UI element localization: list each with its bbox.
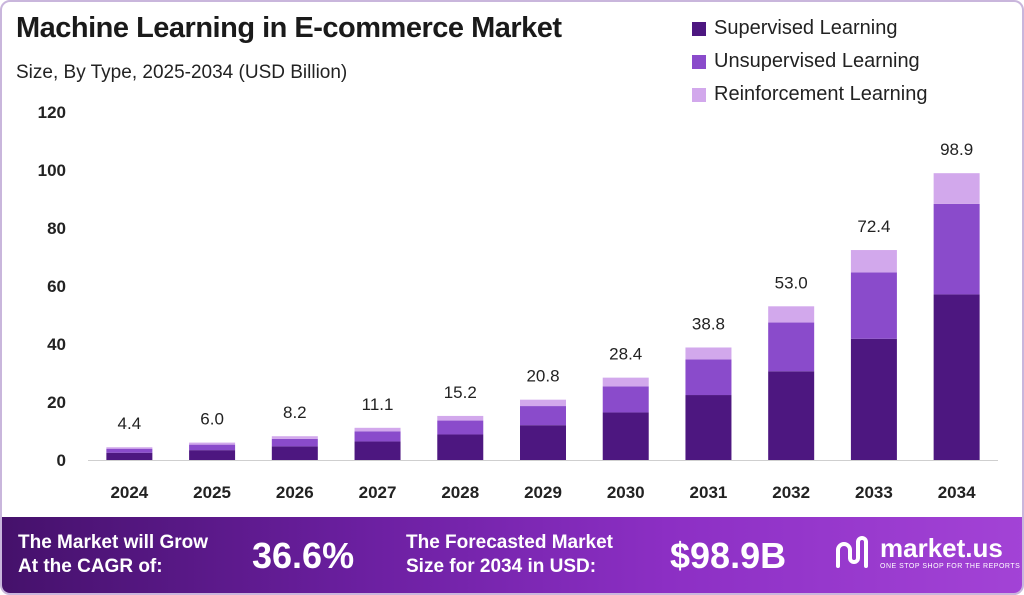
legend-label-supervised: Supervised Learning bbox=[714, 17, 898, 39]
legend-label-unsupervised: Unsupervised Learning bbox=[714, 50, 920, 72]
bar-segment-reinforcement bbox=[933, 173, 980, 204]
chart-title: Machine Learning in E-commerce Market bbox=[16, 12, 562, 44]
bar-segment-unsupervised bbox=[602, 386, 649, 413]
bar-segment-supervised bbox=[106, 452, 153, 460]
bar-total-label: 38.8 bbox=[692, 314, 725, 333]
bar-total-label: 11.1 bbox=[362, 395, 394, 414]
brand-text: market.us ONE STOP SHOP FOR THE REPORTS bbox=[880, 535, 1020, 570]
forecast-label-line-1: The Forecasted Market bbox=[406, 532, 613, 553]
bar-segment-supervised bbox=[437, 434, 484, 460]
brand-name: market.us bbox=[880, 533, 1003, 563]
bar-segment-supervised bbox=[520, 425, 566, 460]
bar-total-label: 98.9 bbox=[940, 140, 973, 159]
bar-segment-unsupervised bbox=[437, 420, 484, 435]
x-tick-label: 2027 bbox=[359, 483, 397, 502]
x-tick-label: 2031 bbox=[690, 483, 728, 502]
x-tick-label: 2026 bbox=[276, 483, 314, 502]
cagr-label-line-2: At the CAGR of: bbox=[18, 556, 163, 577]
bar-total-label: 15.2 bbox=[444, 383, 477, 402]
legend-swatch-reinforcement bbox=[692, 87, 706, 102]
bar-segment-reinforcement bbox=[437, 415, 484, 421]
bar-segment-unsupervised bbox=[271, 438, 318, 447]
x-tick-label: 2030 bbox=[607, 483, 645, 502]
bar-segment-unsupervised bbox=[933, 203, 980, 295]
market-us-logo-icon bbox=[836, 535, 868, 568]
bar-segment-supervised bbox=[768, 371, 815, 460]
bar-segment-supervised bbox=[850, 338, 897, 460]
bar-total-label: 20.8 bbox=[526, 367, 559, 386]
stacked-bar-chart: 0 20 40 60 80 100 120 4.4 2024 6.0 2025 8.2 2026 11.1… bbox=[38, 103, 998, 502]
y-tick-label: 120 bbox=[38, 103, 66, 122]
bar-segment-reinforcement bbox=[354, 427, 401, 432]
legend-label-reinforcement: Reinforcement Learning bbox=[714, 83, 928, 105]
x-tick-label: 2028 bbox=[441, 483, 479, 502]
brand-tagline: ONE STOP SHOP FOR THE REPORTS bbox=[880, 563, 1021, 570]
bar-segment-reinforcement bbox=[271, 436, 318, 439]
bar-segment-reinforcement bbox=[189, 442, 236, 445]
bar-total-label: 6.0 bbox=[200, 410, 224, 429]
cagr-value: 36.6% bbox=[252, 535, 355, 576]
bar-segment-reinforcement bbox=[850, 250, 897, 273]
bar-segment-unsupervised bbox=[768, 322, 815, 372]
chart-subtitle: Size, By Type, 2025-2034 (USD Billion) bbox=[16, 62, 348, 83]
bar-segment-reinforcement bbox=[768, 306, 815, 323]
bar-segment-reinforcement bbox=[106, 447, 153, 449]
bar-segment-unsupervised bbox=[685, 359, 732, 396]
legend-item-unsupervised: Unsupervised Learning bbox=[692, 45, 927, 78]
bar-segment-supervised bbox=[933, 294, 980, 460]
bar-total-label: 53.0 bbox=[775, 273, 808, 292]
bar-segment-unsupervised bbox=[850, 272, 897, 339]
bar-segment-unsupervised bbox=[354, 431, 401, 442]
chart-legend: Supervised Learning Unsupervised Learnin… bbox=[692, 12, 927, 111]
bar-total-label: 8.2 bbox=[283, 403, 307, 422]
x-tick-label: 2033 bbox=[855, 483, 893, 502]
x-tick-label: 2029 bbox=[524, 483, 562, 502]
y-tick-label: 80 bbox=[47, 219, 66, 238]
bar-segment-supervised bbox=[354, 441, 401, 460]
legend-swatch-supervised bbox=[692, 21, 706, 36]
footer-banner: The Market will Grow At the CAGR of: 36.… bbox=[2, 517, 1022, 593]
bar-total-label: 72.4 bbox=[857, 217, 890, 236]
bar-segment-supervised bbox=[685, 395, 732, 460]
forecast-label-line-2: Size for 2034 in USD: bbox=[406, 556, 597, 577]
forecast-value: $98.9B bbox=[670, 535, 787, 576]
forecast-label: The Forecasted Market Size for 2034 in U… bbox=[406, 531, 613, 579]
bar-total-label: 4.4 bbox=[118, 414, 142, 433]
legend-swatch-unsupervised bbox=[692, 54, 706, 69]
brand-logo: market.us ONE STOP SHOP FOR THE REPORTS bbox=[834, 535, 1020, 570]
bar-segment-unsupervised bbox=[189, 444, 236, 451]
y-tick-label: 0 bbox=[57, 451, 66, 470]
x-tick-label: 2034 bbox=[938, 483, 976, 502]
bar-segment-supervised bbox=[602, 412, 649, 460]
y-tick-label: 20 bbox=[47, 393, 66, 412]
legend-item-reinforcement: Reinforcement Learning bbox=[692, 78, 927, 111]
cagr-label: The Market will Grow At the CAGR of: bbox=[18, 531, 208, 579]
bar-segment-unsupervised bbox=[520, 406, 566, 426]
bar-segment-supervised bbox=[189, 450, 236, 460]
y-tick-label: 40 bbox=[47, 335, 66, 354]
bar-segment-unsupervised bbox=[106, 448, 153, 453]
legend-item-supervised: Supervised Learning bbox=[692, 12, 927, 45]
bar-segment-reinforcement bbox=[685, 347, 732, 360]
bar-segment-reinforcement bbox=[602, 377, 649, 387]
y-tick-label: 60 bbox=[47, 277, 66, 296]
bar-segment-supervised bbox=[271, 446, 318, 460]
x-tick-label: 2024 bbox=[110, 483, 148, 502]
bar-total-label: 28.4 bbox=[609, 345, 642, 364]
x-tick-label: 2032 bbox=[772, 483, 810, 502]
bar-segment-reinforcement bbox=[520, 399, 566, 407]
y-tick-label: 100 bbox=[38, 161, 66, 180]
cagr-label-line-1: The Market will Grow bbox=[18, 532, 209, 553]
x-tick-label: 2025 bbox=[193, 483, 231, 502]
